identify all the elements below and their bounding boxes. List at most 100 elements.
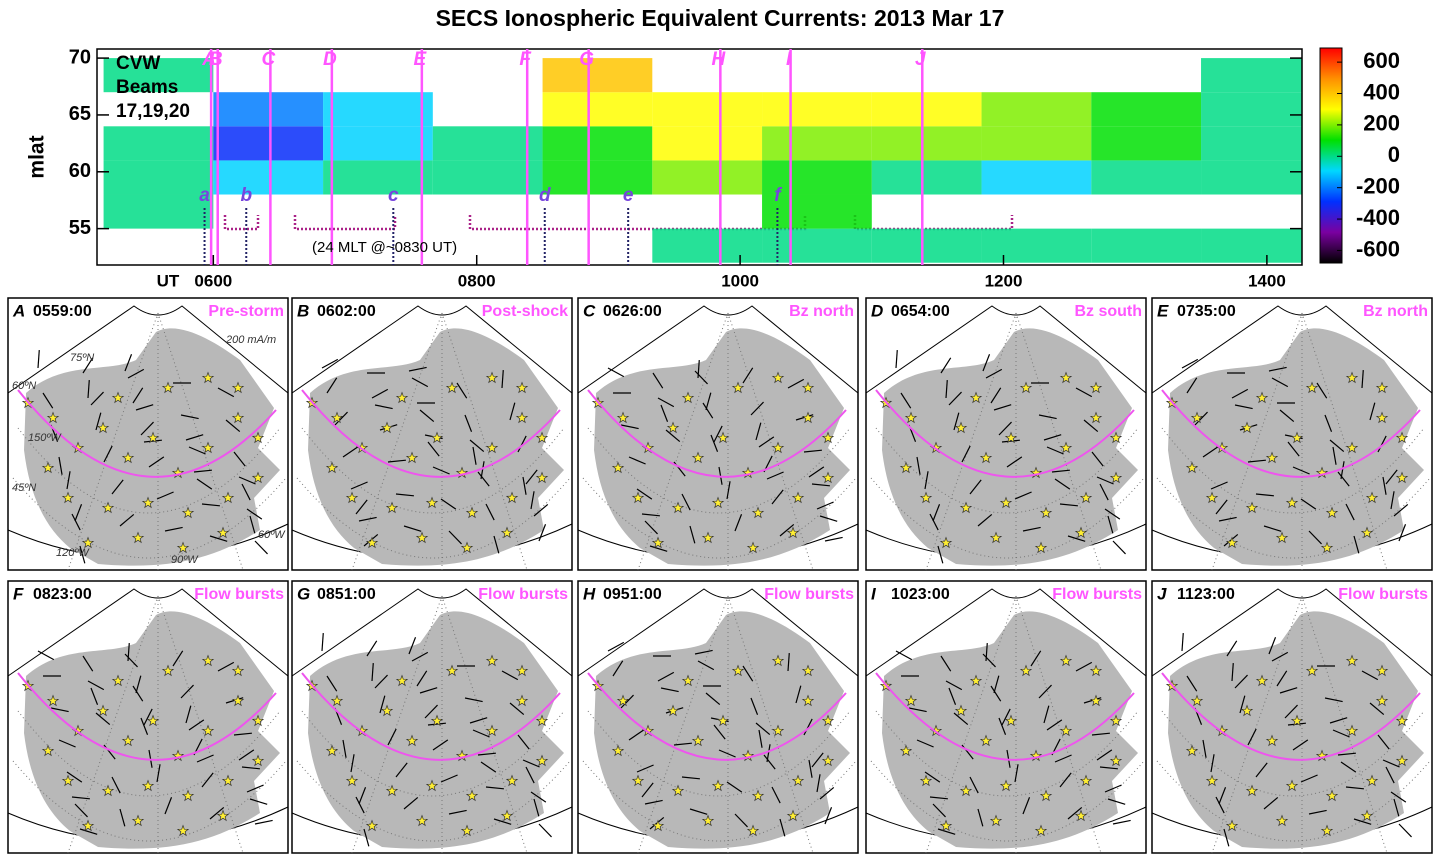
station-star xyxy=(1290,431,1304,444)
current-vector xyxy=(1186,377,1198,394)
current-vector xyxy=(1329,717,1348,724)
current-vector xyxy=(628,729,645,741)
panel-letter: J xyxy=(1157,584,1167,603)
heat-cell xyxy=(542,160,653,195)
colorbar-tick-label: -600 xyxy=(1356,236,1400,261)
colorbar-tick-label: 600 xyxy=(1363,48,1400,73)
auroral-boundary xyxy=(1161,389,1421,478)
current-vector xyxy=(58,739,76,748)
station-star xyxy=(1290,714,1304,727)
current-vector xyxy=(808,466,825,478)
current-vector xyxy=(533,798,540,817)
colorbar-tick-label: 200 xyxy=(1363,111,1400,136)
station-star xyxy=(1089,411,1103,424)
current-vector xyxy=(1332,446,1337,465)
station-star xyxy=(1360,526,1374,539)
current-vector xyxy=(1030,650,1042,667)
current-vector xyxy=(755,722,771,736)
station-star xyxy=(1039,506,1053,519)
station-star xyxy=(216,526,230,539)
current-vector xyxy=(998,717,1007,735)
station-star xyxy=(904,694,918,707)
current-vector xyxy=(37,650,55,661)
station-star xyxy=(161,664,175,677)
current-vector xyxy=(1099,766,1118,770)
current-vector xyxy=(119,808,126,827)
current-vector xyxy=(1218,787,1227,805)
current-vector xyxy=(201,503,220,507)
panel-time: 0735:00 xyxy=(1177,303,1236,320)
station-star xyxy=(425,496,439,509)
current-vector xyxy=(456,382,468,399)
station-star xyxy=(631,774,645,787)
current-vector xyxy=(469,439,485,453)
current-vector xyxy=(509,702,525,716)
current-vector xyxy=(74,504,83,522)
current-vector xyxy=(1247,728,1257,746)
current-vector xyxy=(246,784,264,793)
station-star xyxy=(716,714,730,727)
station-star xyxy=(801,664,815,677)
current-vector xyxy=(1210,754,1215,773)
current-vector xyxy=(140,421,154,436)
station-star xyxy=(485,724,499,737)
current-vector xyxy=(1223,828,1230,847)
station-star xyxy=(41,461,55,474)
current-vector xyxy=(969,776,979,794)
station-star xyxy=(430,431,444,444)
current-vector xyxy=(808,759,813,778)
current-vector xyxy=(1393,798,1400,817)
current-vector xyxy=(403,525,422,532)
panel-note: Flow bursts xyxy=(764,586,854,603)
current-vector xyxy=(371,388,389,399)
current-vector xyxy=(90,391,104,406)
station-star xyxy=(325,461,339,474)
current-vector xyxy=(929,513,939,531)
current-vector xyxy=(1038,414,1057,420)
current-vector xyxy=(916,456,921,475)
panel-note: Pre-storm xyxy=(208,303,284,320)
heat-cell xyxy=(323,92,433,127)
graticule xyxy=(582,595,857,854)
station-star xyxy=(385,784,399,797)
onset-label: c xyxy=(388,185,399,206)
station-star xyxy=(959,784,973,797)
station-star xyxy=(801,381,815,394)
station-star xyxy=(1395,431,1409,444)
station-star xyxy=(1265,451,1279,464)
heat-cell xyxy=(981,228,1092,263)
station-star xyxy=(176,541,190,554)
current-vector xyxy=(916,739,934,748)
station-star xyxy=(999,496,1013,509)
station-star xyxy=(939,536,953,549)
station-star xyxy=(1074,809,1088,822)
current-vector xyxy=(726,481,731,500)
map-label: 150ºW xyxy=(28,432,62,444)
current-vector xyxy=(697,660,715,671)
current-vector xyxy=(522,759,540,768)
station-star xyxy=(101,784,115,797)
current-vector xyxy=(371,663,374,682)
current-vector xyxy=(424,704,438,719)
current-vector xyxy=(681,776,700,780)
current-vector xyxy=(119,513,135,527)
current-vector xyxy=(111,776,121,794)
station-star xyxy=(821,714,835,727)
panel-time: 0602:00 xyxy=(317,303,376,320)
station-star xyxy=(919,491,933,504)
current-vector xyxy=(127,368,145,379)
current-vector xyxy=(1038,684,1052,699)
station-star xyxy=(505,491,519,504)
current-vector xyxy=(673,742,692,746)
current-vector xyxy=(694,370,708,385)
station-star xyxy=(989,531,1003,544)
current-vector xyxy=(1284,704,1298,719)
current-vector xyxy=(90,687,99,705)
current-vector xyxy=(342,446,359,458)
current-vector xyxy=(1181,358,1199,369)
map-panel: B 0602:00 Post-shock xyxy=(291,297,573,571)
station-star xyxy=(1255,391,1269,404)
current-vector xyxy=(1112,819,1131,825)
current-vector xyxy=(1096,476,1114,485)
heat-cell xyxy=(323,160,433,195)
